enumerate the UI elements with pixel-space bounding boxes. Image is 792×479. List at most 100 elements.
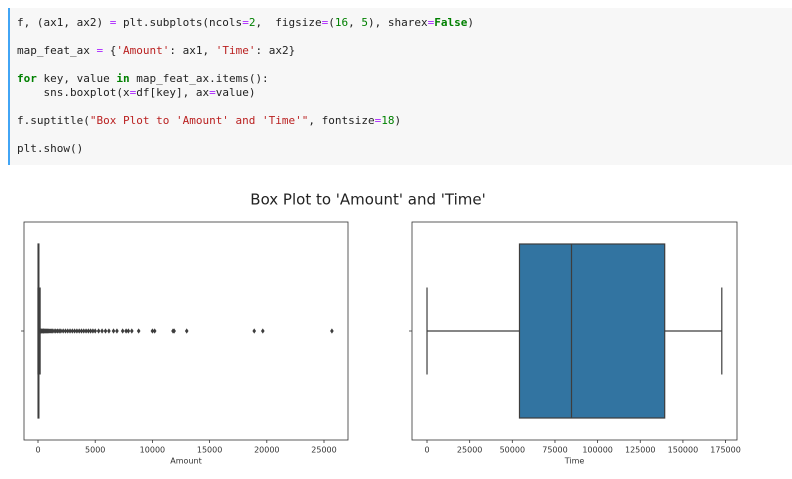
flier [77, 328, 82, 334]
code-token: : ax1, [169, 44, 215, 57]
code-token: 2 [249, 16, 256, 29]
flier [72, 328, 77, 334]
code-token: 16 [335, 16, 348, 29]
flier [150, 328, 155, 334]
flier [115, 328, 119, 334]
code-line: f.suptitle("Box Plot to 'Amount' and 'Ti… [17, 114, 401, 127]
code-token: , [348, 16, 361, 29]
flier [172, 328, 176, 334]
flier [152, 328, 157, 334]
code-token: map_feat_ax.items(): [130, 72, 269, 85]
flier [120, 328, 125, 334]
flier [75, 328, 79, 334]
flier [81, 328, 86, 334]
code-token: { [103, 44, 116, 57]
x-tick-label: 10000 [140, 446, 165, 455]
code-line: f, (ax1, ax2) = plt.subplots(ncols=2, fi… [17, 16, 474, 29]
flier [91, 328, 95, 334]
code-token: key, value [37, 72, 116, 85]
code-token: = [209, 86, 216, 99]
x-tick-label: 25000 [311, 446, 336, 455]
code-token: f, (ax1, ax2) [17, 16, 110, 29]
suptitle: Box Plot to 'Amount' and 'Time' [250, 191, 485, 209]
flier [59, 328, 63, 334]
code-token: in [116, 72, 129, 85]
flier [96, 328, 101, 334]
flier [100, 328, 104, 334]
flier [103, 328, 108, 334]
flier [107, 328, 111, 334]
code-token: = [322, 16, 329, 29]
flier [93, 328, 98, 334]
flier [79, 328, 84, 334]
flier [252, 328, 257, 334]
code-token: 'Time' [216, 44, 256, 57]
flier [68, 328, 72, 334]
code-token: = [110, 16, 117, 29]
flier [126, 328, 131, 334]
x-tick-label: 125000 [625, 446, 656, 455]
code-token: : ax2} [255, 44, 295, 57]
code-token: f.suptitle( [17, 114, 90, 127]
flier [84, 328, 88, 334]
flier [70, 328, 75, 334]
flier [86, 328, 91, 334]
code-token: = [242, 16, 249, 29]
x-axis-label: Amount [170, 457, 201, 466]
code-token: plt.subplots(ncols [116, 16, 242, 29]
x-tick-label: 0 [35, 446, 40, 455]
x-tick-label: 20000 [254, 446, 279, 455]
x-tick-label: 175000 [710, 446, 741, 455]
cell-marker [8, 8, 10, 165]
code-token: "Box Plot to 'Amount' and 'Time'" [90, 114, 309, 127]
code-line: plt.show() [17, 142, 83, 155]
code-token: df[key], ax [136, 86, 209, 99]
flier [129, 328, 134, 334]
code-line: sns.boxplot(x=df[key], ax=value) [17, 86, 255, 99]
flier [184, 328, 189, 334]
code-line: map_feat_ax = {'Amount': ax1, 'Time': ax… [17, 44, 295, 57]
flier [63, 328, 68, 334]
code-token: = [375, 114, 382, 127]
x-tick-label: 25000 [457, 446, 482, 455]
x-tick-label: 100000 [582, 446, 613, 455]
flier [260, 328, 265, 334]
x-tick-label: 50000 [500, 446, 525, 455]
flier [88, 328, 93, 334]
code-line: for key, value in map_feat_ax.items(): [17, 72, 269, 85]
code-token: ( [328, 16, 335, 29]
code-token: ), sharex [368, 16, 428, 29]
code-token: value) [216, 86, 256, 99]
code-token: = [96, 44, 103, 57]
x-tick-label: 0 [424, 446, 429, 455]
code-token: = [130, 86, 137, 99]
code-token: ) [395, 114, 402, 127]
code-token: sns.boxplot(x [17, 86, 130, 99]
code-token: for [17, 72, 37, 85]
x-tick-label: 150000 [668, 446, 699, 455]
code-token: = [428, 16, 435, 29]
code-token: 18 [381, 114, 394, 127]
code-token: 5 [361, 16, 368, 29]
box [518, 243, 666, 419]
x-tick-label: 15000 [197, 446, 222, 455]
x-axis-label: Time [564, 457, 585, 466]
x-tick-label: 5000 [85, 446, 105, 455]
code-token: , figsize [255, 16, 321, 29]
flier [111, 328, 116, 334]
x-tick-label: 75000 [542, 446, 567, 455]
code-token: , fontsize [308, 114, 374, 127]
code-token: map_feat_ax [17, 44, 96, 57]
code-token: 'Amount' [116, 44, 169, 57]
flier [330, 328, 334, 334]
flier [124, 328, 128, 334]
code-token: ) [467, 16, 474, 29]
flier [136, 328, 141, 334]
flier [65, 328, 70, 334]
code-token: plt.show() [17, 142, 83, 155]
flier [61, 328, 65, 334]
code-cell[interactable] [8, 8, 792, 165]
code-token: False [434, 16, 467, 29]
